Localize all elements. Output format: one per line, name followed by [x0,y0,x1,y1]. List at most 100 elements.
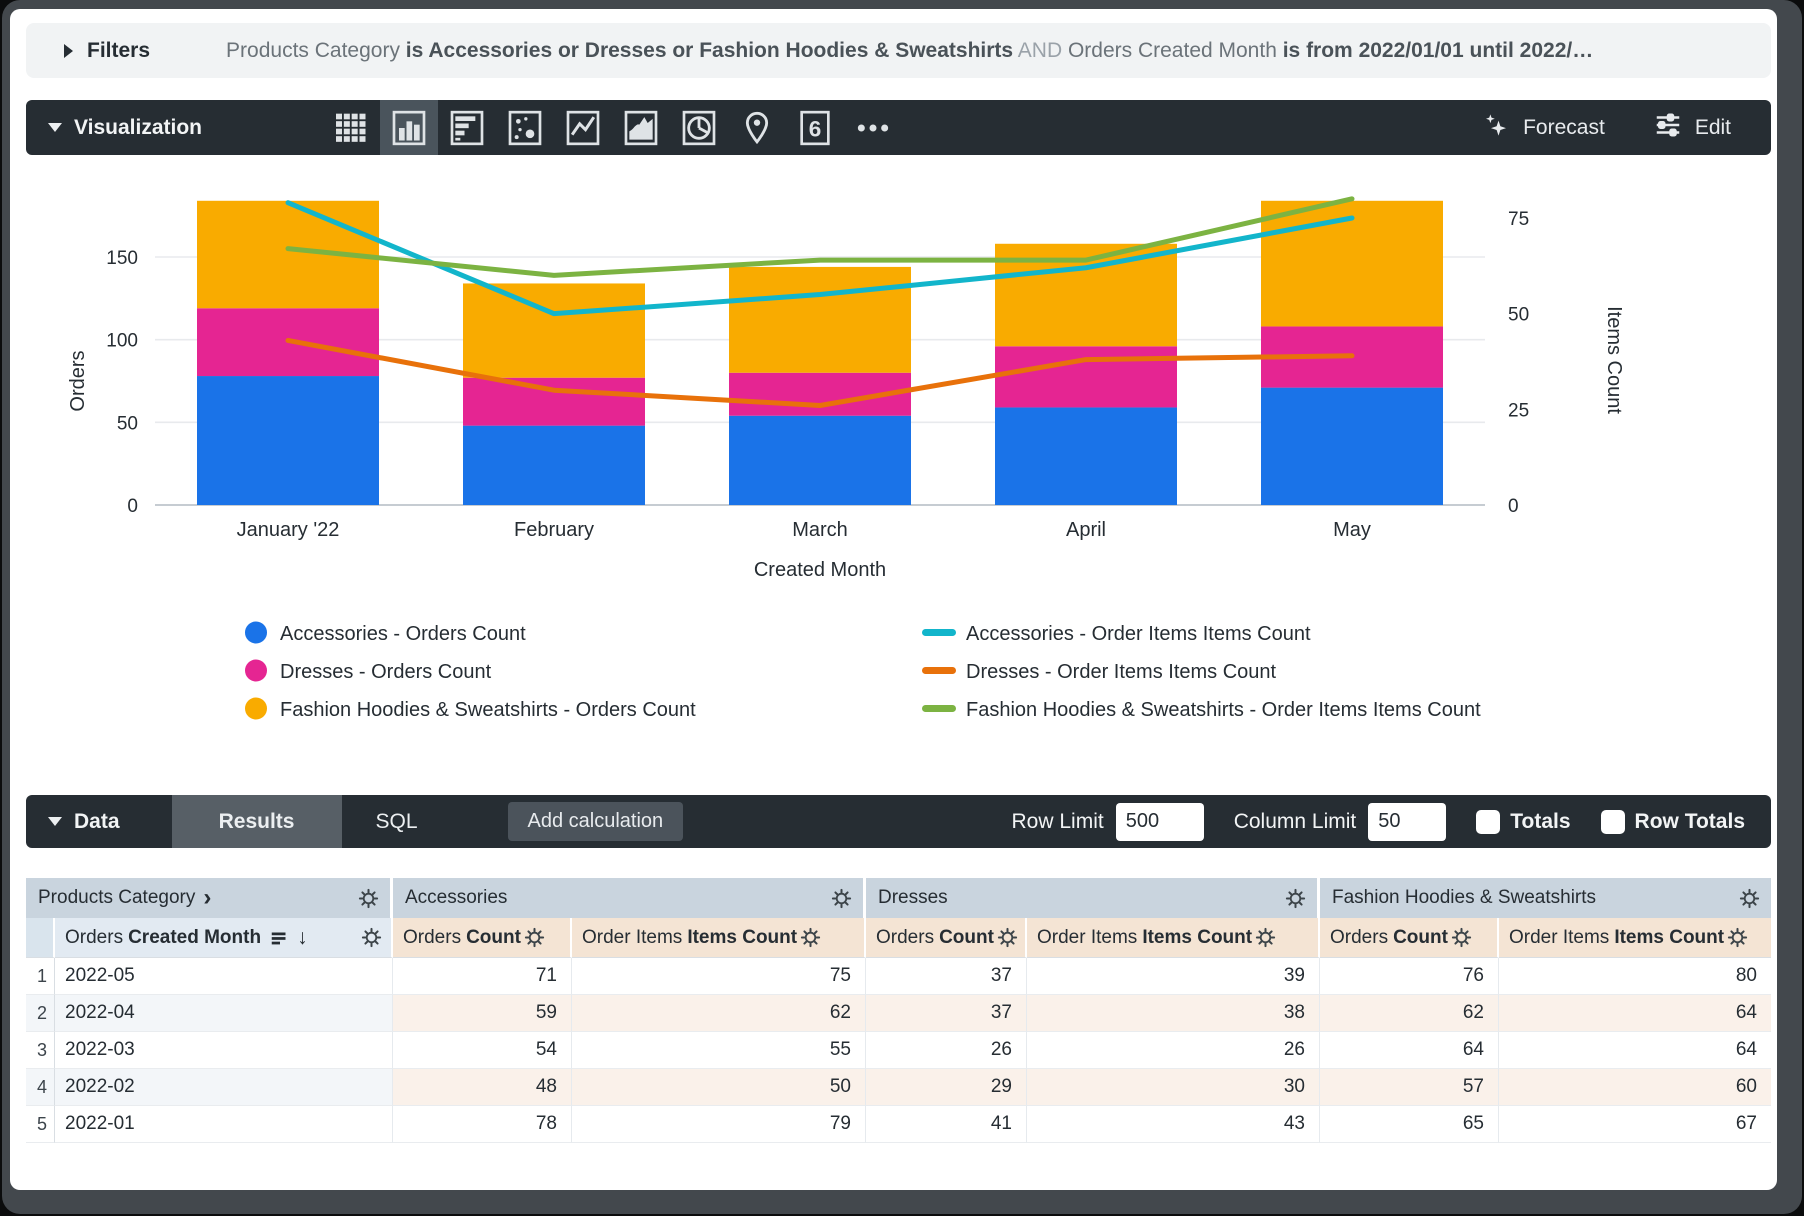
single-value-icon[interactable]: 6 [786,100,844,155]
tab-sql[interactable]: SQL [375,809,418,833]
bar-segment[interactable] [1261,200,1443,327]
column-header-measure[interactable]: Orders Count [866,918,1027,958]
row-limit-input[interactable] [1115,802,1204,841]
column-header-measure[interactable]: Orders Count [1320,918,1499,958]
cell-measure-value[interactable]: 76 [1320,958,1499,995]
line-series[interactable] [285,200,1355,317]
gear-icon[interactable] [1254,926,1277,949]
cell-measure-value[interactable]: 59 [393,995,572,1032]
column-header-measure[interactable]: Orders Count [393,918,572,958]
gear-icon[interactable] [1726,926,1749,949]
gear-icon[interactable] [357,887,380,910]
bar-segment[interactable] [729,266,911,373]
filters-expand-icon[interactable] [64,43,73,58]
visualization-collapse-icon[interactable] [48,123,62,132]
cell-measure-value[interactable]: 57 [1320,1069,1499,1106]
gear-icon[interactable] [799,926,822,949]
bar-segment[interactable] [995,346,1177,408]
cell-measure-value[interactable]: 26 [1027,1032,1320,1069]
sort-desc-icon[interactable]: ↓ [297,925,308,949]
cell-created-month[interactable]: 2022-04 [55,995,393,1032]
chevron-right-icon[interactable]: › [203,884,212,911]
add-calculation-button[interactable]: Add calculation [507,802,684,841]
cell-measure-value[interactable]: 26 [866,1032,1027,1069]
cell-measure-value[interactable]: 80 [1499,958,1771,995]
cell-measure-value[interactable]: 29 [866,1069,1027,1106]
map-pin-icon[interactable] [728,100,786,155]
combined-bar-line-chart[interactable]: 0 50 100 150 0 25 50 75 Orders Items Count January… [26,160,1771,780]
cell-measure-value[interactable]: 37 [866,995,1027,1032]
column-group-header-measure[interactable]: Dresses [866,878,1320,918]
gear-icon[interactable] [1738,887,1761,910]
cell-measure-value[interactable]: 79 [572,1106,866,1143]
bar-segment[interactable] [463,283,645,378]
column-group-header-measure[interactable]: Fashion Hoodies & Sweatshirts [1320,878,1771,918]
cell-measure-value[interactable]: 38 [1027,995,1320,1032]
cell-measure-value[interactable]: 54 [393,1032,572,1069]
cell-measure-value[interactable]: 60 [1499,1069,1771,1106]
cell-created-month[interactable]: 2022-05 [55,958,393,995]
cell-measure-value[interactable]: 41 [866,1106,1027,1143]
bar-segment[interactable] [197,376,379,505]
column-header-measure[interactable]: Order Items Items Count [1027,918,1320,958]
bar-segment[interactable] [463,425,645,505]
column-header-measure[interactable]: Order Items Items Count [572,918,866,958]
bar-segment[interactable] [729,415,911,505]
cell-measure-value[interactable]: 37 [866,958,1027,995]
cell-measure-value[interactable]: 71 [393,958,572,995]
column-limit-input[interactable] [1368,802,1447,841]
cell-measure-value[interactable]: 67 [1499,1106,1771,1143]
legend-line-swatch[interactable] [922,667,956,674]
bar-segment[interactable] [463,377,645,426]
column-group-header-dimension[interactable]: Products Category › [26,878,393,918]
gear-icon[interactable] [1284,887,1307,910]
table-chart-icon[interactable] [322,100,380,155]
cell-measure-value[interactable]: 62 [572,995,866,1032]
forecast-button[interactable]: Forecast [1481,110,1605,146]
scatter-chart-icon[interactable] [496,100,554,155]
pie-chart-icon[interactable] [670,100,728,155]
legend-dot[interactable] [245,659,267,682]
line-series[interactable] [285,337,1355,409]
area-chart-icon[interactable] [612,100,670,155]
column-header-orders-created-month[interactable]: Orders Created Month ↓ [55,918,393,958]
bar-chart-icon[interactable] [438,100,496,155]
cell-created-month[interactable]: 2022-03 [55,1032,393,1069]
edit-button[interactable]: Edit [1653,110,1731,146]
gear-icon[interactable] [830,887,853,910]
subtotal-icon[interactable] [269,927,291,949]
gear-icon[interactable] [360,926,383,949]
more-icon[interactable] [844,100,902,155]
column-header-measure[interactable]: Order Items Items Count [1499,918,1771,958]
line-chart-icon[interactable] [554,100,612,155]
cell-measure-value[interactable]: 64 [1320,1032,1499,1069]
cell-measure-value[interactable]: 64 [1499,995,1771,1032]
gear-icon[interactable] [1450,926,1473,949]
legend-line-swatch[interactable] [922,705,956,712]
column-chart-icon[interactable] [379,100,438,155]
legend-dot[interactable] [245,697,267,720]
cell-measure-value[interactable]: 55 [572,1032,866,1069]
tab-results[interactable]: Results [171,795,342,848]
cell-measure-value[interactable]: 50 [572,1069,866,1106]
cell-measure-value[interactable]: 64 [1499,1032,1771,1069]
line-series[interactable] [285,196,1355,278]
legend-line-swatch[interactable] [922,629,956,636]
cell-created-month[interactable]: 2022-02 [55,1069,393,1106]
column-group-header-measure[interactable]: Accessories [393,878,866,918]
cell-created-month[interactable]: 2022-01 [55,1106,393,1143]
cell-measure-value[interactable]: 39 [1027,958,1320,995]
cell-measure-value[interactable]: 62 [1320,995,1499,1032]
totals-checkbox[interactable] [1476,809,1501,834]
row-totals-checkbox[interactable] [1600,809,1625,834]
bar-segment[interactable] [995,407,1177,505]
cell-measure-value[interactable]: 30 [1027,1069,1320,1106]
data-collapse-icon[interactable] [48,817,62,826]
cell-measure-value[interactable]: 48 [393,1069,572,1106]
cell-measure-value[interactable]: 78 [393,1106,572,1143]
gear-icon[interactable] [523,926,546,949]
cell-measure-value[interactable]: 65 [1320,1106,1499,1143]
cell-measure-value[interactable]: 75 [572,958,866,995]
gear-icon[interactable] [996,926,1019,949]
legend-dot[interactable] [245,621,267,644]
